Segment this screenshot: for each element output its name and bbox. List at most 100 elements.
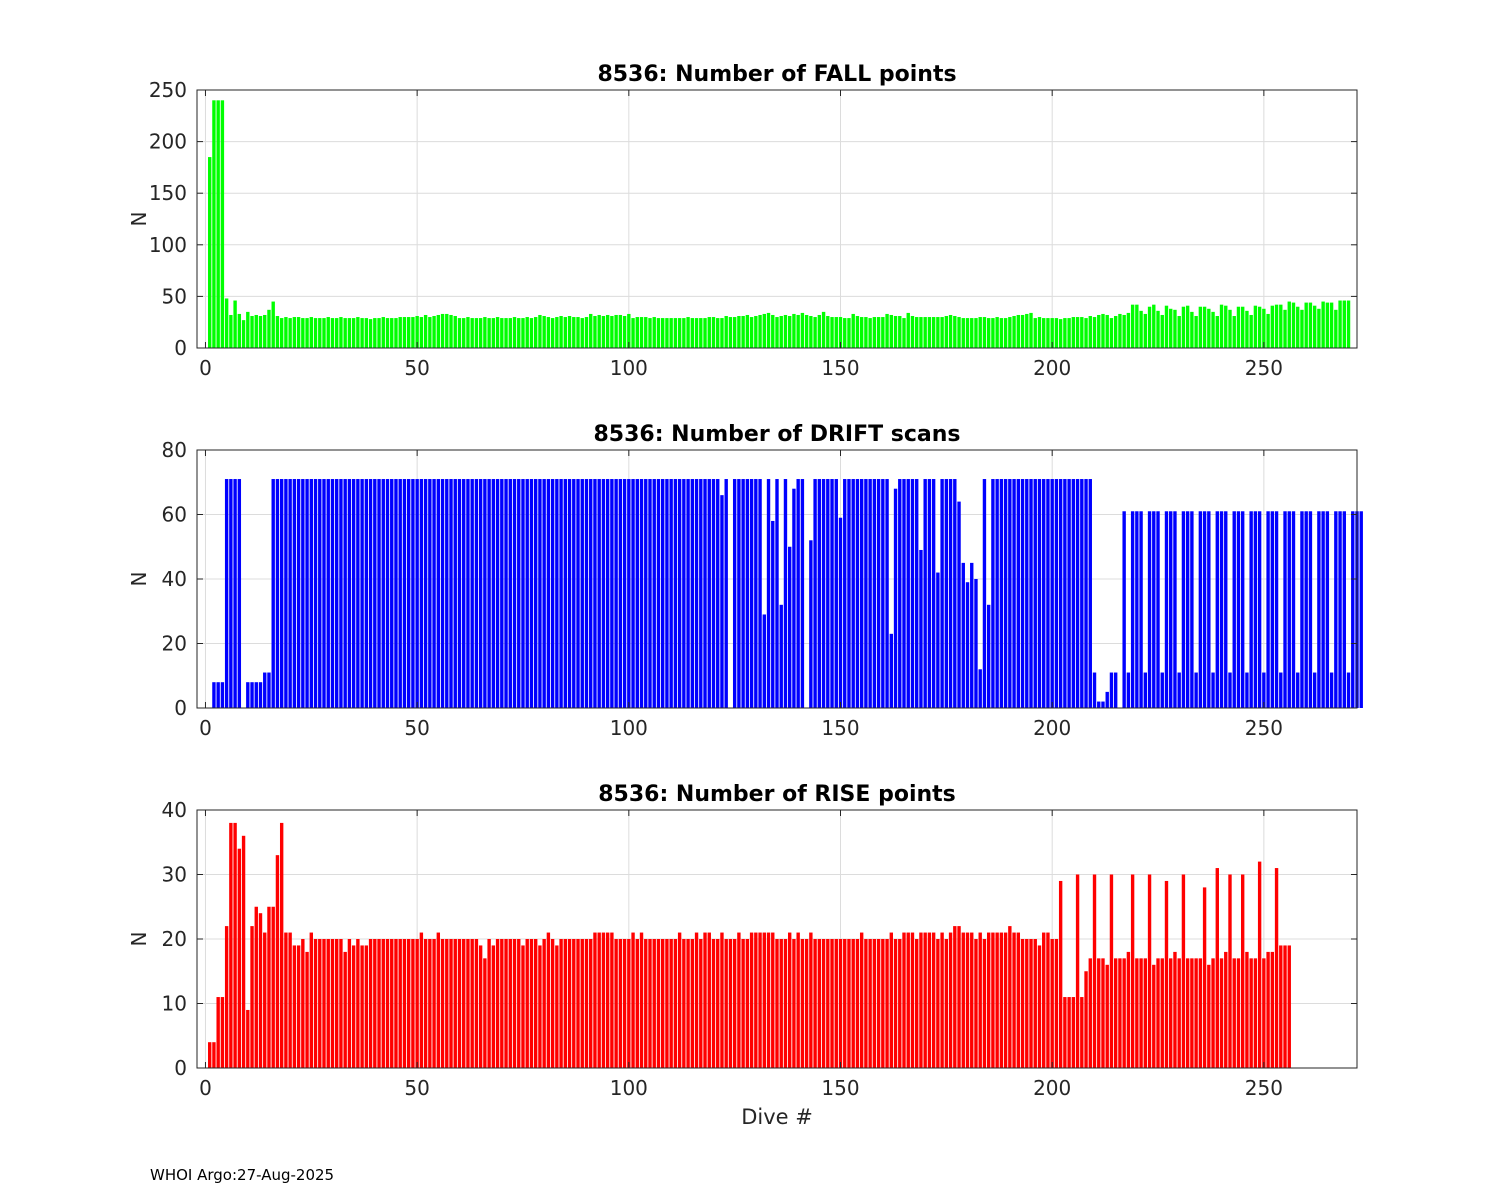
bar bbox=[622, 479, 627, 708]
bar bbox=[313, 318, 318, 348]
bar bbox=[707, 479, 711, 708]
bar bbox=[402, 479, 407, 708]
bar bbox=[275, 316, 280, 348]
bar bbox=[271, 906, 275, 1068]
bar bbox=[610, 479, 614, 708]
bar bbox=[1283, 511, 1287, 708]
bar bbox=[978, 317, 982, 348]
bar bbox=[677, 318, 682, 348]
bar bbox=[279, 318, 284, 348]
bar bbox=[716, 939, 720, 1068]
bar bbox=[330, 939, 335, 1068]
bar bbox=[529, 939, 534, 1068]
bar bbox=[1037, 945, 1042, 1068]
bar bbox=[724, 479, 728, 708]
bar bbox=[707, 317, 711, 348]
bar bbox=[1071, 479, 1076, 708]
bar bbox=[732, 939, 737, 1068]
bar bbox=[1228, 309, 1232, 348]
bar bbox=[373, 318, 377, 348]
bar bbox=[872, 939, 877, 1068]
bar bbox=[1249, 511, 1253, 708]
bar bbox=[343, 479, 347, 708]
bar bbox=[978, 669, 982, 708]
y-tick-label: 20 bbox=[162, 927, 187, 951]
bar bbox=[373, 479, 377, 708]
bar bbox=[817, 314, 822, 348]
bar bbox=[728, 317, 733, 348]
bar bbox=[339, 317, 343, 348]
bar bbox=[851, 939, 855, 1068]
bar bbox=[974, 939, 978, 1068]
bar bbox=[639, 932, 644, 1068]
bar bbox=[415, 479, 419, 708]
bar bbox=[330, 479, 335, 708]
chart-panel-1: 0 50 100 150 200 250 0 50 100 150 200 250 8536: Numb… bbox=[127, 62, 1358, 380]
bar bbox=[813, 939, 817, 1068]
bar bbox=[1211, 672, 1215, 708]
bar bbox=[635, 317, 639, 348]
bar bbox=[788, 932, 792, 1068]
bar bbox=[356, 939, 360, 1068]
bar bbox=[1249, 958, 1253, 1068]
bar bbox=[542, 939, 546, 1068]
bar bbox=[216, 100, 220, 348]
bar bbox=[423, 479, 428, 708]
bar bbox=[525, 479, 529, 708]
bar bbox=[1075, 317, 1080, 348]
bar bbox=[665, 939, 669, 1068]
bar bbox=[1067, 997, 1071, 1068]
bar bbox=[1012, 316, 1016, 348]
bar bbox=[212, 1042, 216, 1068]
bar bbox=[1113, 958, 1118, 1068]
bar bbox=[419, 479, 424, 708]
bar bbox=[1160, 314, 1164, 348]
bar bbox=[390, 479, 394, 708]
bar bbox=[339, 479, 343, 708]
bar bbox=[644, 939, 648, 1068]
bar bbox=[953, 316, 957, 348]
bar bbox=[796, 479, 800, 708]
plot-area bbox=[197, 90, 1357, 348]
bar bbox=[1143, 672, 1148, 708]
bar bbox=[305, 951, 309, 1068]
bar bbox=[377, 318, 381, 348]
bar bbox=[1224, 305, 1228, 348]
bar bbox=[1152, 964, 1156, 1068]
x-tick-label: 100 bbox=[610, 356, 648, 380]
bar bbox=[826, 479, 830, 708]
bar bbox=[1046, 479, 1050, 708]
bar bbox=[1092, 672, 1097, 708]
bar bbox=[356, 479, 360, 708]
bar bbox=[542, 479, 546, 708]
bar bbox=[1020, 314, 1025, 348]
bar bbox=[1118, 313, 1122, 348]
bar bbox=[1092, 874, 1097, 1068]
bar bbox=[589, 479, 593, 708]
bar bbox=[1058, 880, 1063, 1068]
bar bbox=[271, 301, 275, 348]
bar bbox=[1194, 958, 1198, 1068]
x-tick-label: 250 bbox=[1245, 356, 1283, 380]
bar bbox=[525, 317, 529, 348]
bar bbox=[580, 318, 584, 348]
bar bbox=[957, 926, 961, 1068]
bar bbox=[208, 157, 212, 348]
bar bbox=[483, 317, 487, 348]
x-tick-label: 0 bbox=[199, 356, 212, 380]
bar bbox=[881, 479, 885, 708]
bar bbox=[1291, 302, 1296, 348]
bar bbox=[453, 939, 457, 1068]
bar bbox=[648, 939, 652, 1068]
bar bbox=[1025, 939, 1029, 1068]
x-tick-label: 150 bbox=[821, 716, 859, 740]
bar bbox=[1097, 701, 1101, 708]
bar bbox=[1228, 672, 1232, 708]
y-tick-label: 100 bbox=[149, 233, 187, 257]
bar bbox=[809, 932, 813, 1068]
bar bbox=[1088, 316, 1092, 348]
bar bbox=[390, 939, 394, 1068]
bar bbox=[1266, 511, 1270, 708]
bar bbox=[1262, 958, 1266, 1068]
